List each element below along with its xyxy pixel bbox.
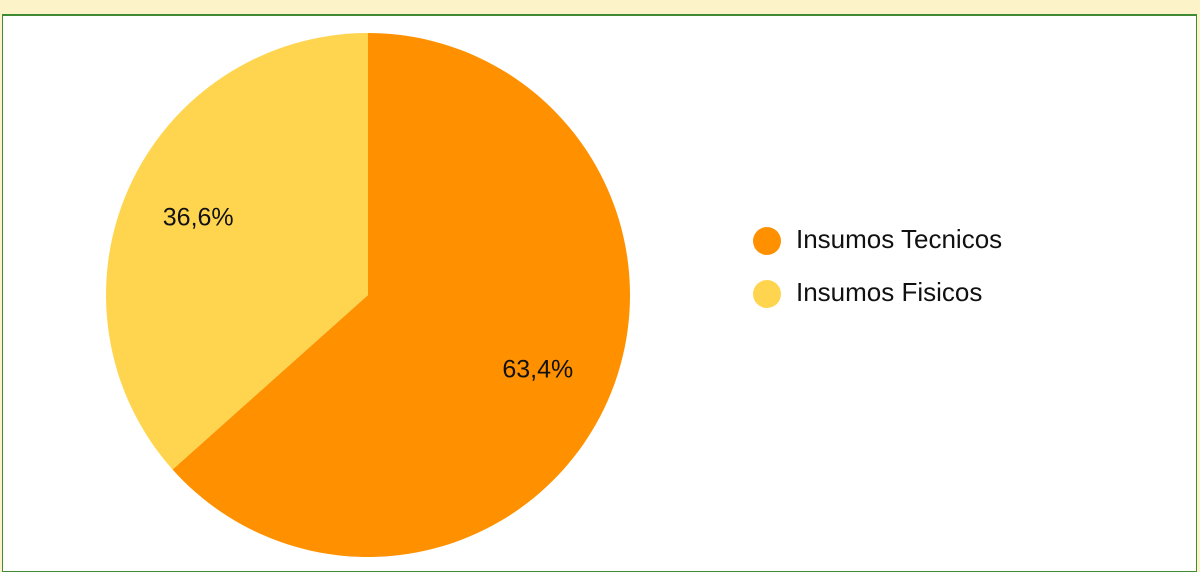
pie-slice xyxy=(172,33,630,557)
legend-swatch xyxy=(753,227,781,255)
slice-label: 63,4% xyxy=(502,356,573,384)
legend-label: Insumos Tecnicos xyxy=(796,224,1002,254)
legend-label: Insumos Fisicos xyxy=(796,277,982,307)
pie-slice xyxy=(105,33,368,470)
legend-swatch xyxy=(753,280,781,308)
slice-label: 36,6% xyxy=(163,204,234,232)
